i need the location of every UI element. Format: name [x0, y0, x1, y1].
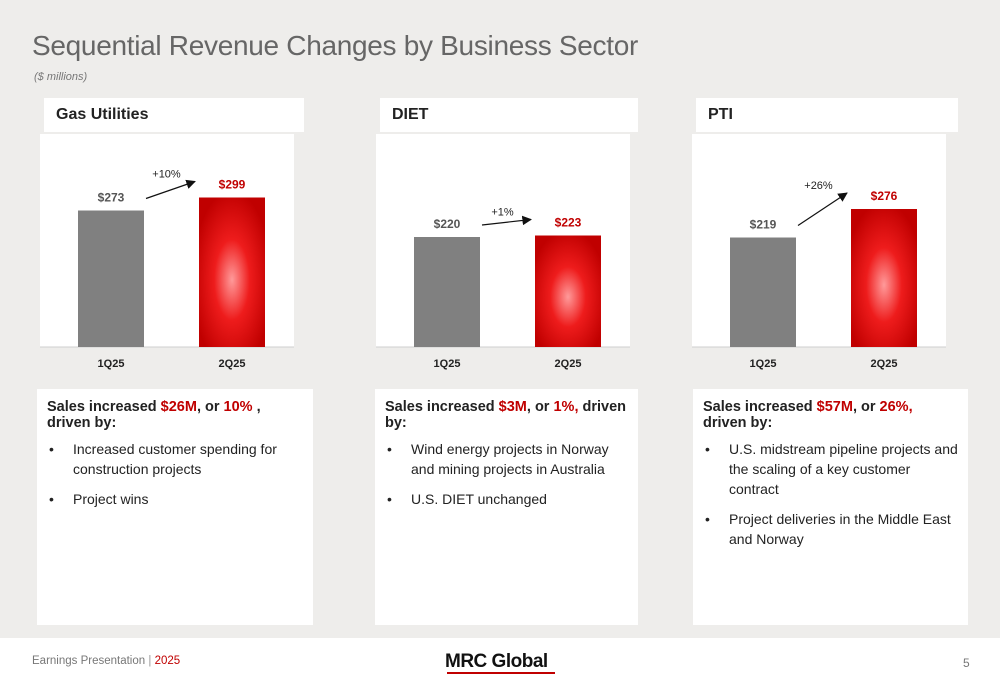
bar-current-quarter — [851, 209, 917, 347]
list-item: Project deliveries in the Middle East an… — [703, 509, 958, 549]
chart-diet: $220 1Q25 $223 2Q25 +1% — [376, 134, 630, 370]
summary-box-gas-utilities: Sales increased $26M, or 10% , driven by… — [37, 389, 313, 625]
summary-suffix: , driven by: — [47, 399, 261, 431]
summary-percent: 10% — [223, 399, 253, 415]
summary-heading: Sales increased $26M, or 10% , driven by… — [47, 399, 303, 431]
page-subtitle: ($ millions) — [34, 71, 88, 83]
summary-prefix: Sales increased — [47, 399, 161, 415]
change-label: +26% — [804, 180, 833, 192]
segment-header-pti: PTI — [696, 98, 958, 132]
growth-arrow — [481, 215, 532, 226]
footer-separator: | — [148, 655, 152, 667]
summary-suffix: driven by: — [703, 415, 773, 431]
summary-mid: , or — [196, 399, 224, 415]
footer-bar — [0, 638, 1000, 685]
summary-heading: Sales increased $57M, or 26%, driven by: — [703, 399, 958, 431]
list-item: U.S. DIET unchanged — [385, 489, 628, 509]
summary-prefix: Sales increased — [703, 399, 817, 415]
page-title: Sequential Revenue Changes by Business S… — [32, 30, 639, 61]
segment-header-gas-utilities: Gas Utilities — [44, 98, 304, 132]
summary-mid: , or — [852, 399, 880, 415]
x-tick-label: 1Q25 — [750, 358, 777, 370]
summary-box-pti: Sales increased $57M, or 26%, driven by:… — [693, 389, 968, 625]
bar-current-quarter — [199, 197, 265, 347]
growth-arrow — [797, 192, 848, 227]
x-tick-label: 2Q25 — [555, 358, 582, 370]
summary-box-diet: Sales increased $3M, or 1%, driven by: W… — [375, 389, 638, 625]
summary-suffix: driven by: — [385, 399, 627, 431]
logo-underline — [447, 672, 555, 674]
list-item: Wind energy projects in Norway and minin… — [385, 439, 628, 479]
x-tick-label: 2Q25 — [219, 358, 246, 370]
summary-prefix: Sales increased — [385, 399, 499, 415]
summary-percent: 1%, — [553, 399, 579, 415]
bar-prior-quarter — [730, 237, 796, 347]
summary-percent: 26%, — [879, 399, 913, 415]
summary-mid: , or — [526, 399, 554, 415]
bar-prior-quarter — [78, 210, 144, 347]
data-label: $220 — [434, 217, 461, 231]
footer-text: Earnings Presentation — [32, 655, 146, 667]
data-label: $219 — [750, 218, 777, 232]
company-logo: MRC Global — [445, 651, 548, 672]
x-tick-label: 1Q25 — [98, 358, 125, 370]
segment-header-diet: DIET — [380, 98, 638, 132]
data-label: $276 — [871, 189, 898, 203]
data-label: $299 — [219, 178, 246, 192]
summary-amount: $26M — [160, 399, 197, 415]
driver-list: Increased customer spending for construc… — [47, 439, 303, 509]
chart-pti: $219 1Q25 $276 2Q25 +26% — [692, 134, 946, 370]
summary-amount: $3M — [498, 399, 527, 415]
driver-list: Wind energy projects in Norway and minin… — [385, 439, 628, 509]
page-number: 5 — [963, 656, 970, 670]
data-label: $273 — [98, 191, 125, 205]
footer-label: Earnings Presentation | 2025 — [32, 655, 180, 667]
x-tick-label: 2Q25 — [871, 358, 898, 370]
change-label: +10% — [152, 169, 181, 181]
driver-list: U.S. midstream pipeline projects and the… — [703, 439, 958, 549]
x-tick-label: 1Q25 — [434, 358, 461, 370]
list-item: Increased customer spending for construc… — [47, 439, 303, 479]
data-label: $223 — [555, 216, 582, 230]
bar-current-quarter — [535, 235, 601, 347]
footer-year: 2025 — [154, 655, 181, 667]
summary-heading: Sales increased $3M, or 1%, driven by: — [385, 399, 628, 431]
list-item: Project wins — [47, 489, 303, 509]
growth-arrow — [145, 179, 196, 200]
change-label: +1% — [491, 207, 514, 219]
bar-prior-quarter — [414, 237, 480, 347]
list-item: U.S. midstream pipeline projects and the… — [703, 439, 958, 499]
chart-gas-utilities: $273 1Q25 $299 2Q25 +10% — [40, 134, 294, 370]
summary-amount: $57M — [816, 399, 853, 415]
